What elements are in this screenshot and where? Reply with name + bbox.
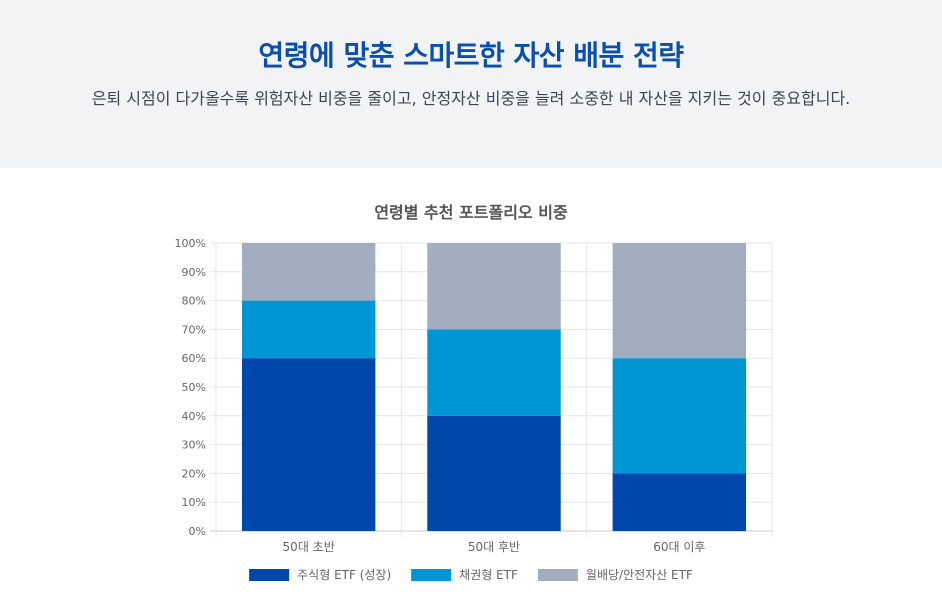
y-tick-label: 20% [182,467,206,480]
y-tick-label: 100% [175,237,206,250]
x-tick-label: 60대 이후 [653,540,705,554]
bar-segment[interactable] [241,358,376,531]
portfolio-chart-section: 연령별 추천 포트폴리오 비중 0% 10% 20% 30% 40% 50% 60% 70% 8… [0,168,942,600]
bar-segment[interactable] [427,329,561,416]
y-tick-label: 40% [182,410,206,423]
page-subtitle: 은퇴 시점이 다가올수록 위험자산 비중을 줄이고, 안정자산 비중을 늘려 소… [91,89,851,108]
y-tick-label: 90% [182,266,206,279]
bar-segment[interactable] [241,300,376,359]
y-tick-label: 60% [182,352,206,365]
y-tick-label: 70% [182,323,206,336]
x-tick-label: 50대 후반 [468,540,520,554]
bar-segment[interactable] [427,415,561,531]
bar-segment[interactable] [612,473,747,531]
page-title: 연령에 맞춘 스마트한 자산 배분 전략 [258,39,684,72]
bar-segment[interactable] [612,243,747,359]
chart-axes: 0% 10% 20% 30% 40% 50% 60% 70% 80% 90% 100% 50대 초반 5… [175,237,706,554]
chart-bars [241,243,747,531]
legend-swatch[interactable] [249,569,290,581]
y-tick-label: 10% [182,496,206,509]
bar-segment[interactable] [241,243,376,301]
y-tick-label: 30% [182,439,206,452]
x-tick-label: 50대 초반 [283,540,335,554]
chart-title: 연령별 추천 포트폴리오 비중 [374,203,568,222]
y-tick-label: 0% [189,525,206,538]
y-tick-label: 80% [182,295,206,308]
portfolio-chart: 연령별 추천 포트폴리오 비중 0% 10% 20% 30% 40% 50% 60% 70% 8… [175,203,773,582]
bar-segment[interactable] [427,243,561,330]
hero-section: 연령에 맞춘 스마트한 자산 배분 전략 은퇴 시점이 다가올수록 위험자산 비… [0,0,942,168]
legend-label[interactable]: 월배당/안전자산 ETF [586,568,693,582]
legend-label[interactable]: 채권형 ETF [459,568,518,582]
legend-swatch[interactable] [537,569,578,581]
bar-segment[interactable] [612,358,747,474]
chart-legend[interactable]: 주식형 ETF (성장) 채권형 ETF 월배당/안전자산 ETF [249,568,693,582]
y-tick-label: 50% [182,381,206,394]
legend-swatch[interactable] [411,569,452,581]
legend-label[interactable]: 주식형 ETF (성장) [297,568,391,582]
